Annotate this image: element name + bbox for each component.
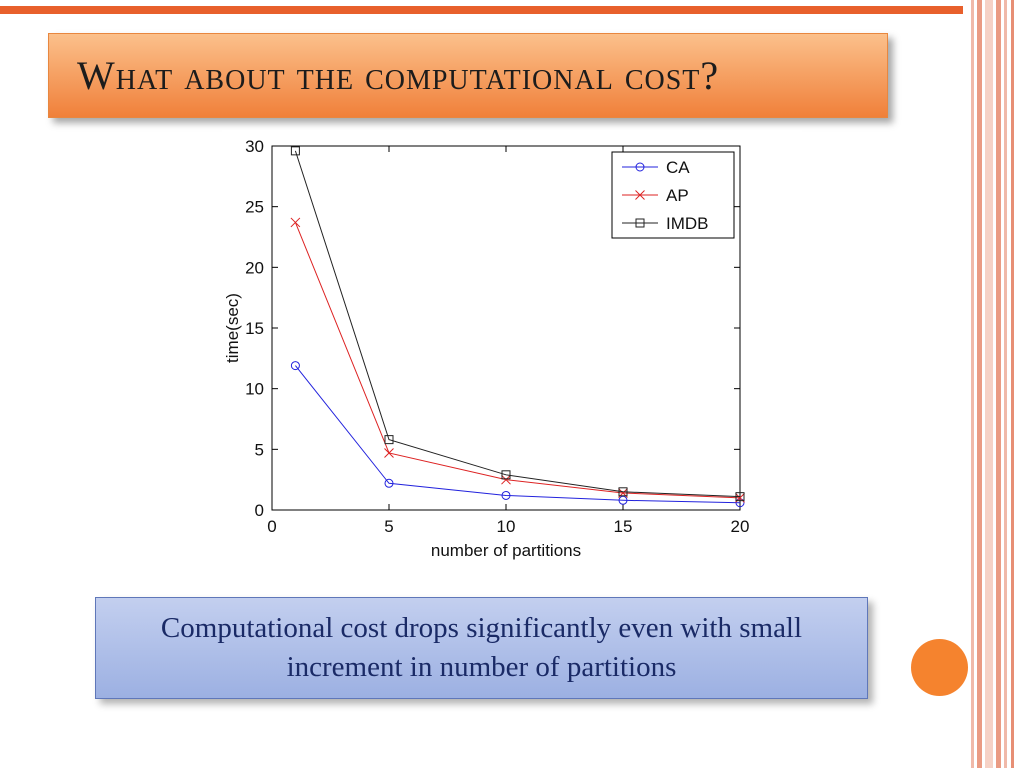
svg-text:CA: CA [666,158,690,177]
svg-text:10: 10 [497,517,516,536]
svg-text:0: 0 [267,517,276,536]
svg-text:0: 0 [255,501,264,520]
top-accent-bar [0,6,963,14]
chart-svg: 0 5 10 15 20 0 5 10 15 20 25 30 number of partitions… [223,137,750,560]
right-stripe-decoration [968,0,1024,768]
svg-text:15: 15 [614,517,633,536]
svg-text:20: 20 [245,258,264,277]
line-chart: 0 5 10 15 20 0 5 10 15 20 25 30 number of partitions… [222,130,802,575]
orange-circle-decoration [911,639,968,696]
svg-text:15: 15 [245,319,264,338]
series-IMDB [290,146,745,502]
y-axis-label: time(sec) [223,293,242,363]
chart-legend: CA AP IMDB [611,151,735,239]
svg-text:5: 5 [384,517,393,536]
caption-text: Computational cost drops significantly e… [160,611,803,683]
svg-text:AP: AP [666,186,689,205]
slide-title-banner: What about the computational cost? [48,33,888,118]
svg-text:25: 25 [245,198,264,217]
slide-title: What about the computational cost? [77,53,720,98]
svg-text:20: 20 [731,517,750,536]
svg-text:5: 5 [255,440,264,459]
x-axis-label: number of partitions [431,541,581,560]
svg-text:30: 30 [245,137,264,156]
svg-text:10: 10 [245,380,264,399]
caption-box: Computational cost drops significantly e… [95,597,868,699]
svg-text:IMDB: IMDB [666,214,709,233]
